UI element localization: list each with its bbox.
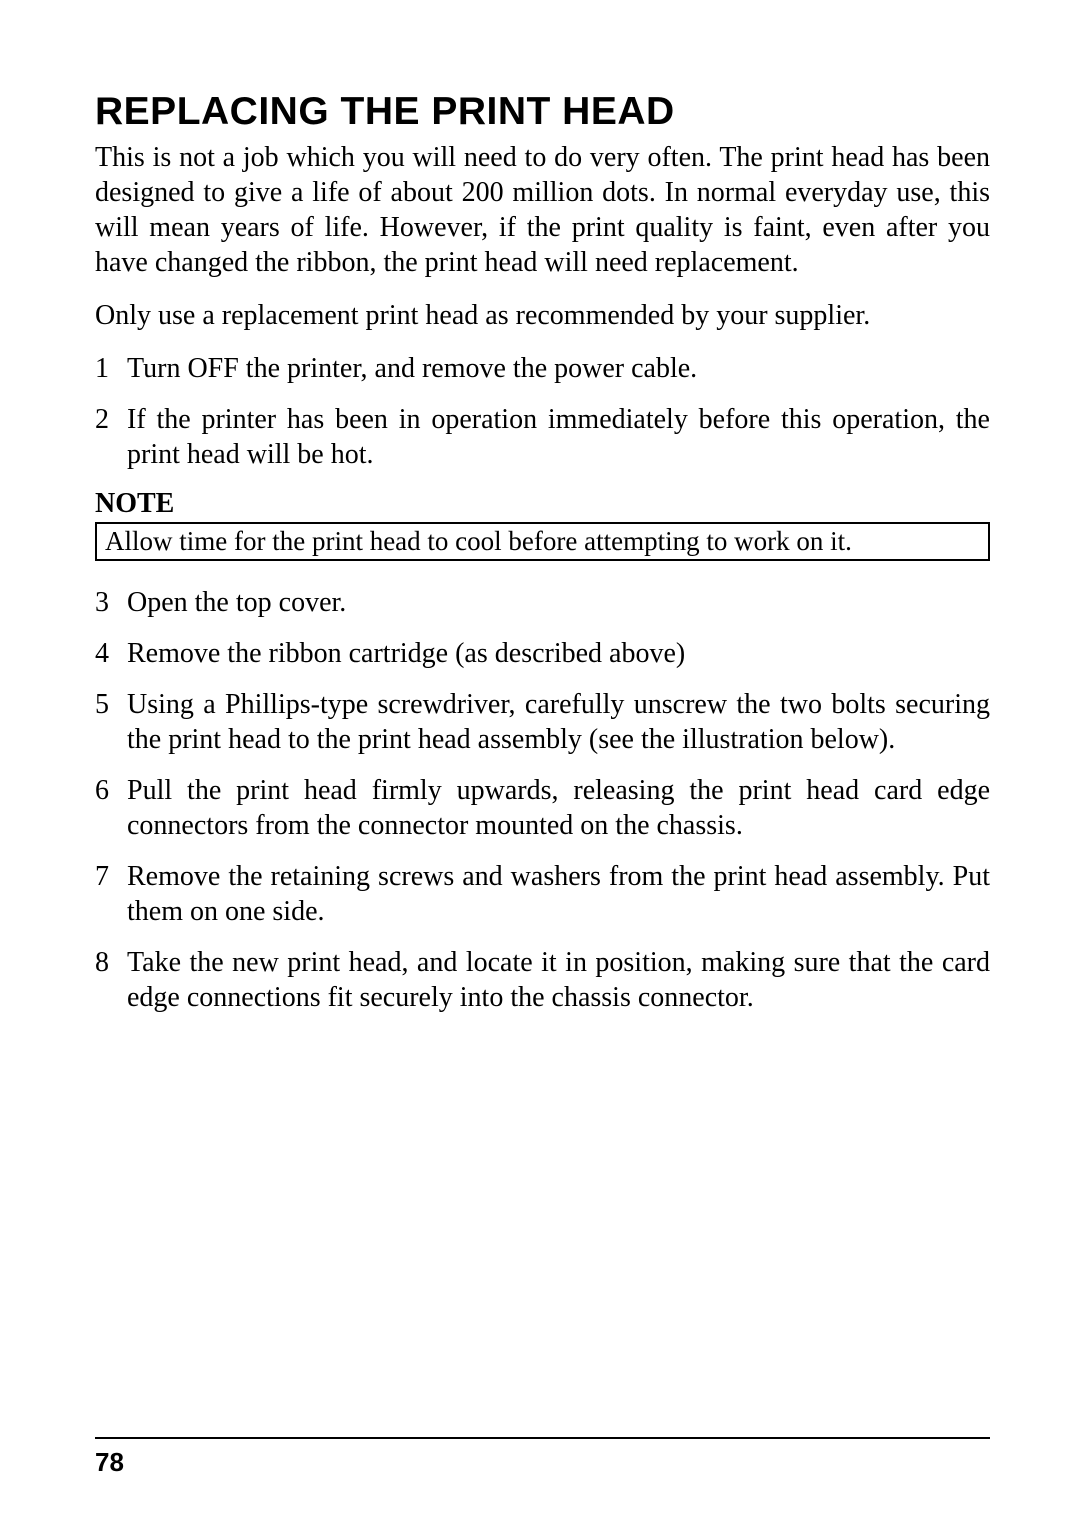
step-number: 1 — [95, 351, 127, 386]
step-number: 5 — [95, 687, 127, 757]
step-text: Remove the retaining screws and washers … — [127, 859, 990, 929]
step-7: 7 Remove the retaining screws and washer… — [95, 859, 990, 929]
step-text: Remove the ribbon cartridge (as describe… — [127, 636, 990, 671]
note-box: Allow time for the print head to cool be… — [95, 522, 990, 561]
note-label: NOTE — [95, 488, 990, 520]
step-5: 5 Using a Phillips-type screwdriver, car… — [95, 687, 990, 757]
recommendation-paragraph: Only use a replacement print head as rec… — [95, 298, 990, 333]
document-content: REPLACING THE PRINT HEAD This is not a j… — [95, 90, 990, 1015]
step-8: 8 Take the new print head, and locate it… — [95, 945, 990, 1015]
note-text: Allow time for the print head to cool be… — [105, 526, 852, 556]
step-text: If the printer has been in operation imm… — [127, 402, 990, 472]
page-footer: 78 — [95, 1437, 990, 1478]
step-text: Open the top cover. — [127, 585, 990, 620]
step-number: 7 — [95, 859, 127, 929]
step-6: 6 Pull the print head firmly upwards, re… — [95, 773, 990, 843]
step-number: 6 — [95, 773, 127, 843]
step-number: 8 — [95, 945, 127, 1015]
footer-divider — [95, 1437, 990, 1439]
step-text: Pull the print head firmly upwards, rele… — [127, 773, 990, 843]
step-1: 1 Turn OFF the printer, and remove the p… — [95, 351, 990, 386]
intro-paragraph: This is not a job which you will need to… — [95, 140, 990, 280]
heading-title: REPLACING THE PRINT HEAD — [95, 90, 990, 134]
step-text: Take the new print head, and locate it i… — [127, 945, 990, 1015]
step-text: Turn OFF the printer, and remove the pow… — [127, 351, 990, 386]
step-number: 4 — [95, 636, 127, 671]
step-number: 2 — [95, 402, 127, 472]
page-number: 78 — [95, 1447, 990, 1478]
step-text: Using a Phillips-type screwdriver, caref… — [127, 687, 990, 757]
step-4: 4 Remove the ribbon cartridge (as descri… — [95, 636, 990, 671]
step-3: 3 Open the top cover. — [95, 585, 990, 620]
step-2: 2 If the printer has been in operation i… — [95, 402, 990, 472]
step-number: 3 — [95, 585, 127, 620]
